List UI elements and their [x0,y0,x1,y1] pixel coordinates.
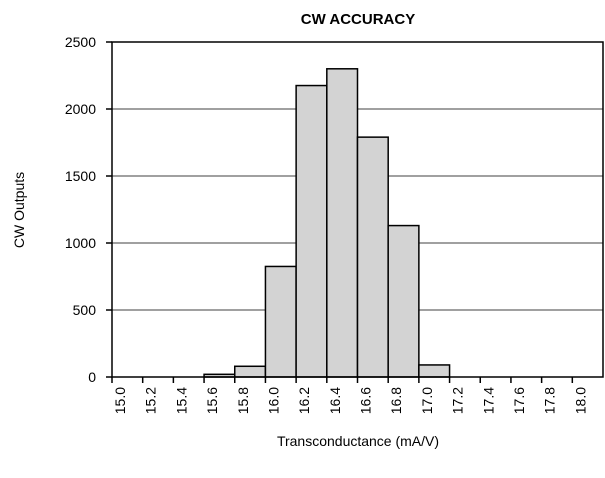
bar [326,68,359,378]
x-tick-label: 15.6 [204,387,220,414]
x-tick-label: 15.0 [112,387,128,414]
y-tick-label: 2500 [65,34,96,50]
bar [234,365,267,378]
bar [295,84,328,378]
x-tick-label: 15.2 [143,387,159,414]
y-tick-label: 1500 [65,168,96,184]
x-tick-label: 16.0 [265,387,281,414]
x-tick-label: 18.0 [572,387,588,414]
bar [356,136,389,378]
x-tick-label: 16.2 [296,387,312,414]
chart-title: CW ACCURACY [301,11,415,28]
x-tick-label: 16.4 [327,387,343,414]
bar [418,364,451,378]
y-axis-label: CW Outputs [11,172,27,248]
x-tick-label: 17.6 [511,387,527,414]
y-tick-label: 2000 [65,101,96,117]
plot-border [111,41,604,378]
x-tick-label: 15.4 [173,387,189,414]
y-tick-label: 0 [88,369,96,385]
x-tick-label: 16.6 [358,387,374,414]
x-tick-label: 17.0 [419,387,435,414]
x-tick-label: 17.4 [480,387,496,414]
x-tick-label: 15.8 [235,387,251,414]
bar [387,224,420,378]
bar [264,265,297,378]
x-tick-label: 17.8 [542,387,558,414]
y-tick-label: 500 [73,302,97,318]
x-axis-label: Transconductance (mA/V) [277,433,439,449]
x-tick-label: 17.2 [450,387,466,414]
x-tick-label: 16.8 [388,387,404,414]
y-tick-label: 1000 [65,235,96,251]
